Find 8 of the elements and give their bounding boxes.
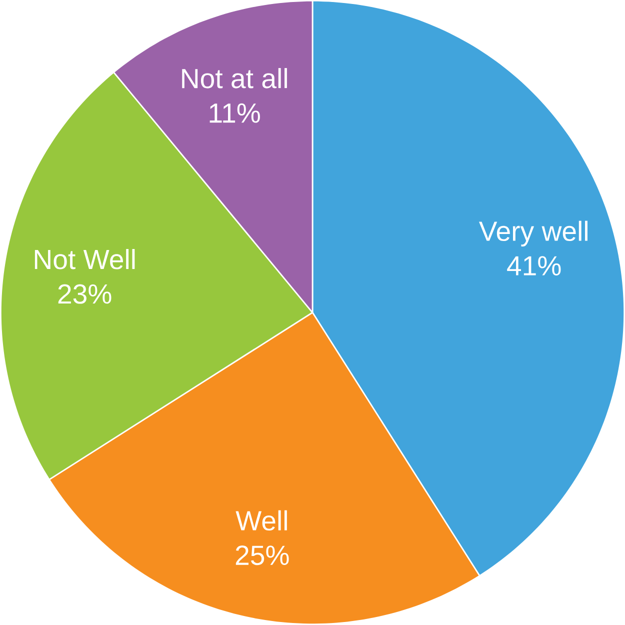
slice-label: Very well <box>478 220 588 247</box>
slice-label: Not at all <box>182 68 287 88</box>
data-label: 41% <box>507 256 561 276</box>
slice-label: Well <box>236 510 287 531</box>
data-label: 23% <box>58 284 112 304</box>
data-label: 25% <box>236 546 289 566</box>
slice-label: Not Well <box>34 249 135 270</box>
data-label: 11% <box>210 103 260 123</box>
